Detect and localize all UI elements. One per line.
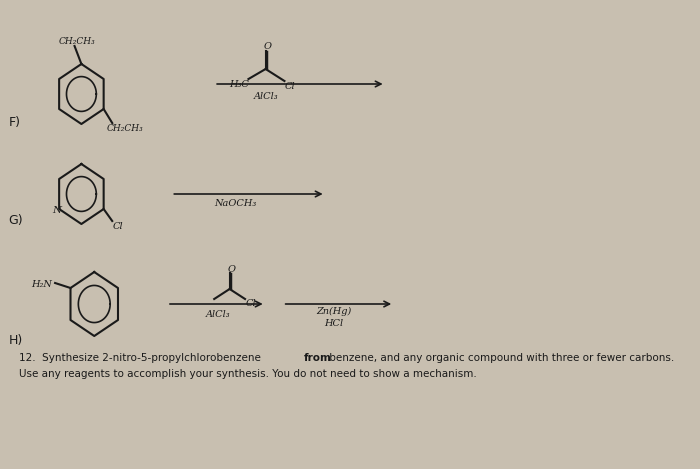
Text: AlCl₃: AlCl₃ [253, 92, 278, 101]
Text: H₂N: H₂N [31, 280, 52, 289]
Text: HCl: HCl [325, 319, 344, 328]
Text: O: O [228, 265, 236, 274]
Text: CH₂CH₃: CH₂CH₃ [107, 124, 144, 133]
Text: NaOCH₃: NaOCH₃ [214, 199, 257, 208]
Text: benzene, and any organic compound with three or fewer carbons.: benzene, and any organic compound with t… [326, 353, 674, 363]
Text: 12.  Synthesize 2-nitro-5-propylchlorobenzene: 12. Synthesize 2-nitro-5-propylchloroben… [19, 353, 264, 363]
Text: Zn(Hg): Zn(Hg) [316, 307, 352, 316]
Text: Cl: Cl [246, 299, 256, 308]
Text: from: from [304, 353, 332, 363]
Text: G): G) [8, 214, 23, 227]
Text: H₃C: H₃C [230, 80, 249, 89]
Text: AlCl₃: AlCl₃ [206, 310, 231, 319]
Text: N: N [52, 206, 62, 215]
Text: O: O [264, 42, 272, 51]
Text: Cl: Cl [284, 82, 295, 91]
Text: Use any reagents to accomplish your synthesis. You do not need to show a mechani: Use any reagents to accomplish your synt… [19, 369, 477, 379]
Text: Cl: Cl [112, 222, 122, 231]
Text: H): H) [8, 334, 23, 347]
Text: CH₂CH₃: CH₂CH₃ [59, 37, 96, 46]
Text: F): F) [8, 116, 20, 129]
